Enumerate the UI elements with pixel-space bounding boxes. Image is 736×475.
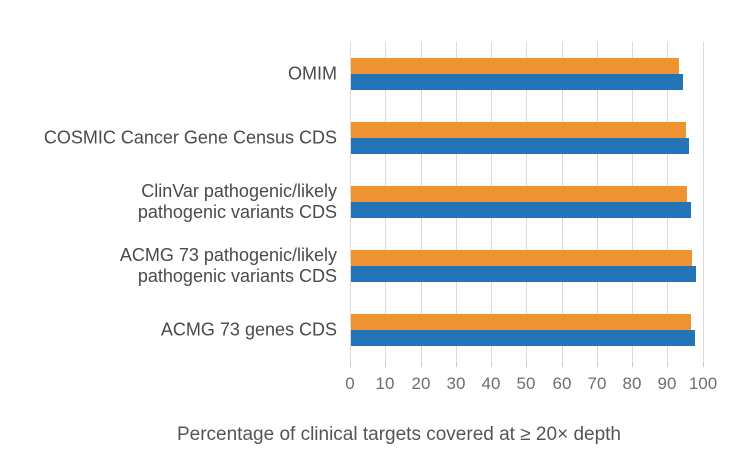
x-tick-label: 10 [375,374,395,393]
x-tick-label: 50 [516,374,536,393]
x-tick-label: 70 [587,374,607,393]
x-axis-title: Percentage of clinical targets covered a… [176,424,621,445]
category-label: ACMG 73 genes CDS [160,319,337,340]
x-tick-label: 20 [411,374,431,393]
tick-mark [385,362,386,367]
x-tick-label: 40 [481,374,501,393]
bar-blue-series [351,330,695,346]
tick-mark [350,362,351,367]
gridline [350,42,351,362]
tick-mark [597,362,598,367]
category-label: COSMIC Cancer Gene Census CDS [43,127,337,148]
x-tick-label: 30 [446,374,466,393]
bar-blue-series [351,202,691,218]
tick-mark [421,362,422,367]
gridline [703,42,704,362]
bar-orange-series [351,122,686,138]
bar-blue-series [351,266,696,282]
tick-mark [526,362,527,367]
category-label: ClinVar pathogenic/likely pathogenic vari… [137,181,337,222]
tick-mark [456,362,457,367]
x-tick-label: 80 [622,374,642,393]
tick-mark [632,362,633,367]
tick-mark [667,362,668,367]
bar-orange-series [351,186,687,202]
x-tick-label: 90 [657,374,677,393]
x-tick-label: 0 [345,374,355,393]
bar-orange-series [351,314,691,330]
category-label: OMIM [288,63,337,84]
bar-blue-series [351,138,689,154]
tick-mark [491,362,492,367]
category-label: ACMG 73 pathogenic/likely pathogenic vari… [119,245,337,286]
tick-mark [562,362,563,367]
bar-blue-series [351,74,683,90]
tick-mark [703,362,704,367]
x-tick-label: 60 [552,374,572,393]
x-tick-label: 100 [688,374,718,393]
bar-orange-series [351,250,692,266]
bar-orange-series [351,58,679,74]
